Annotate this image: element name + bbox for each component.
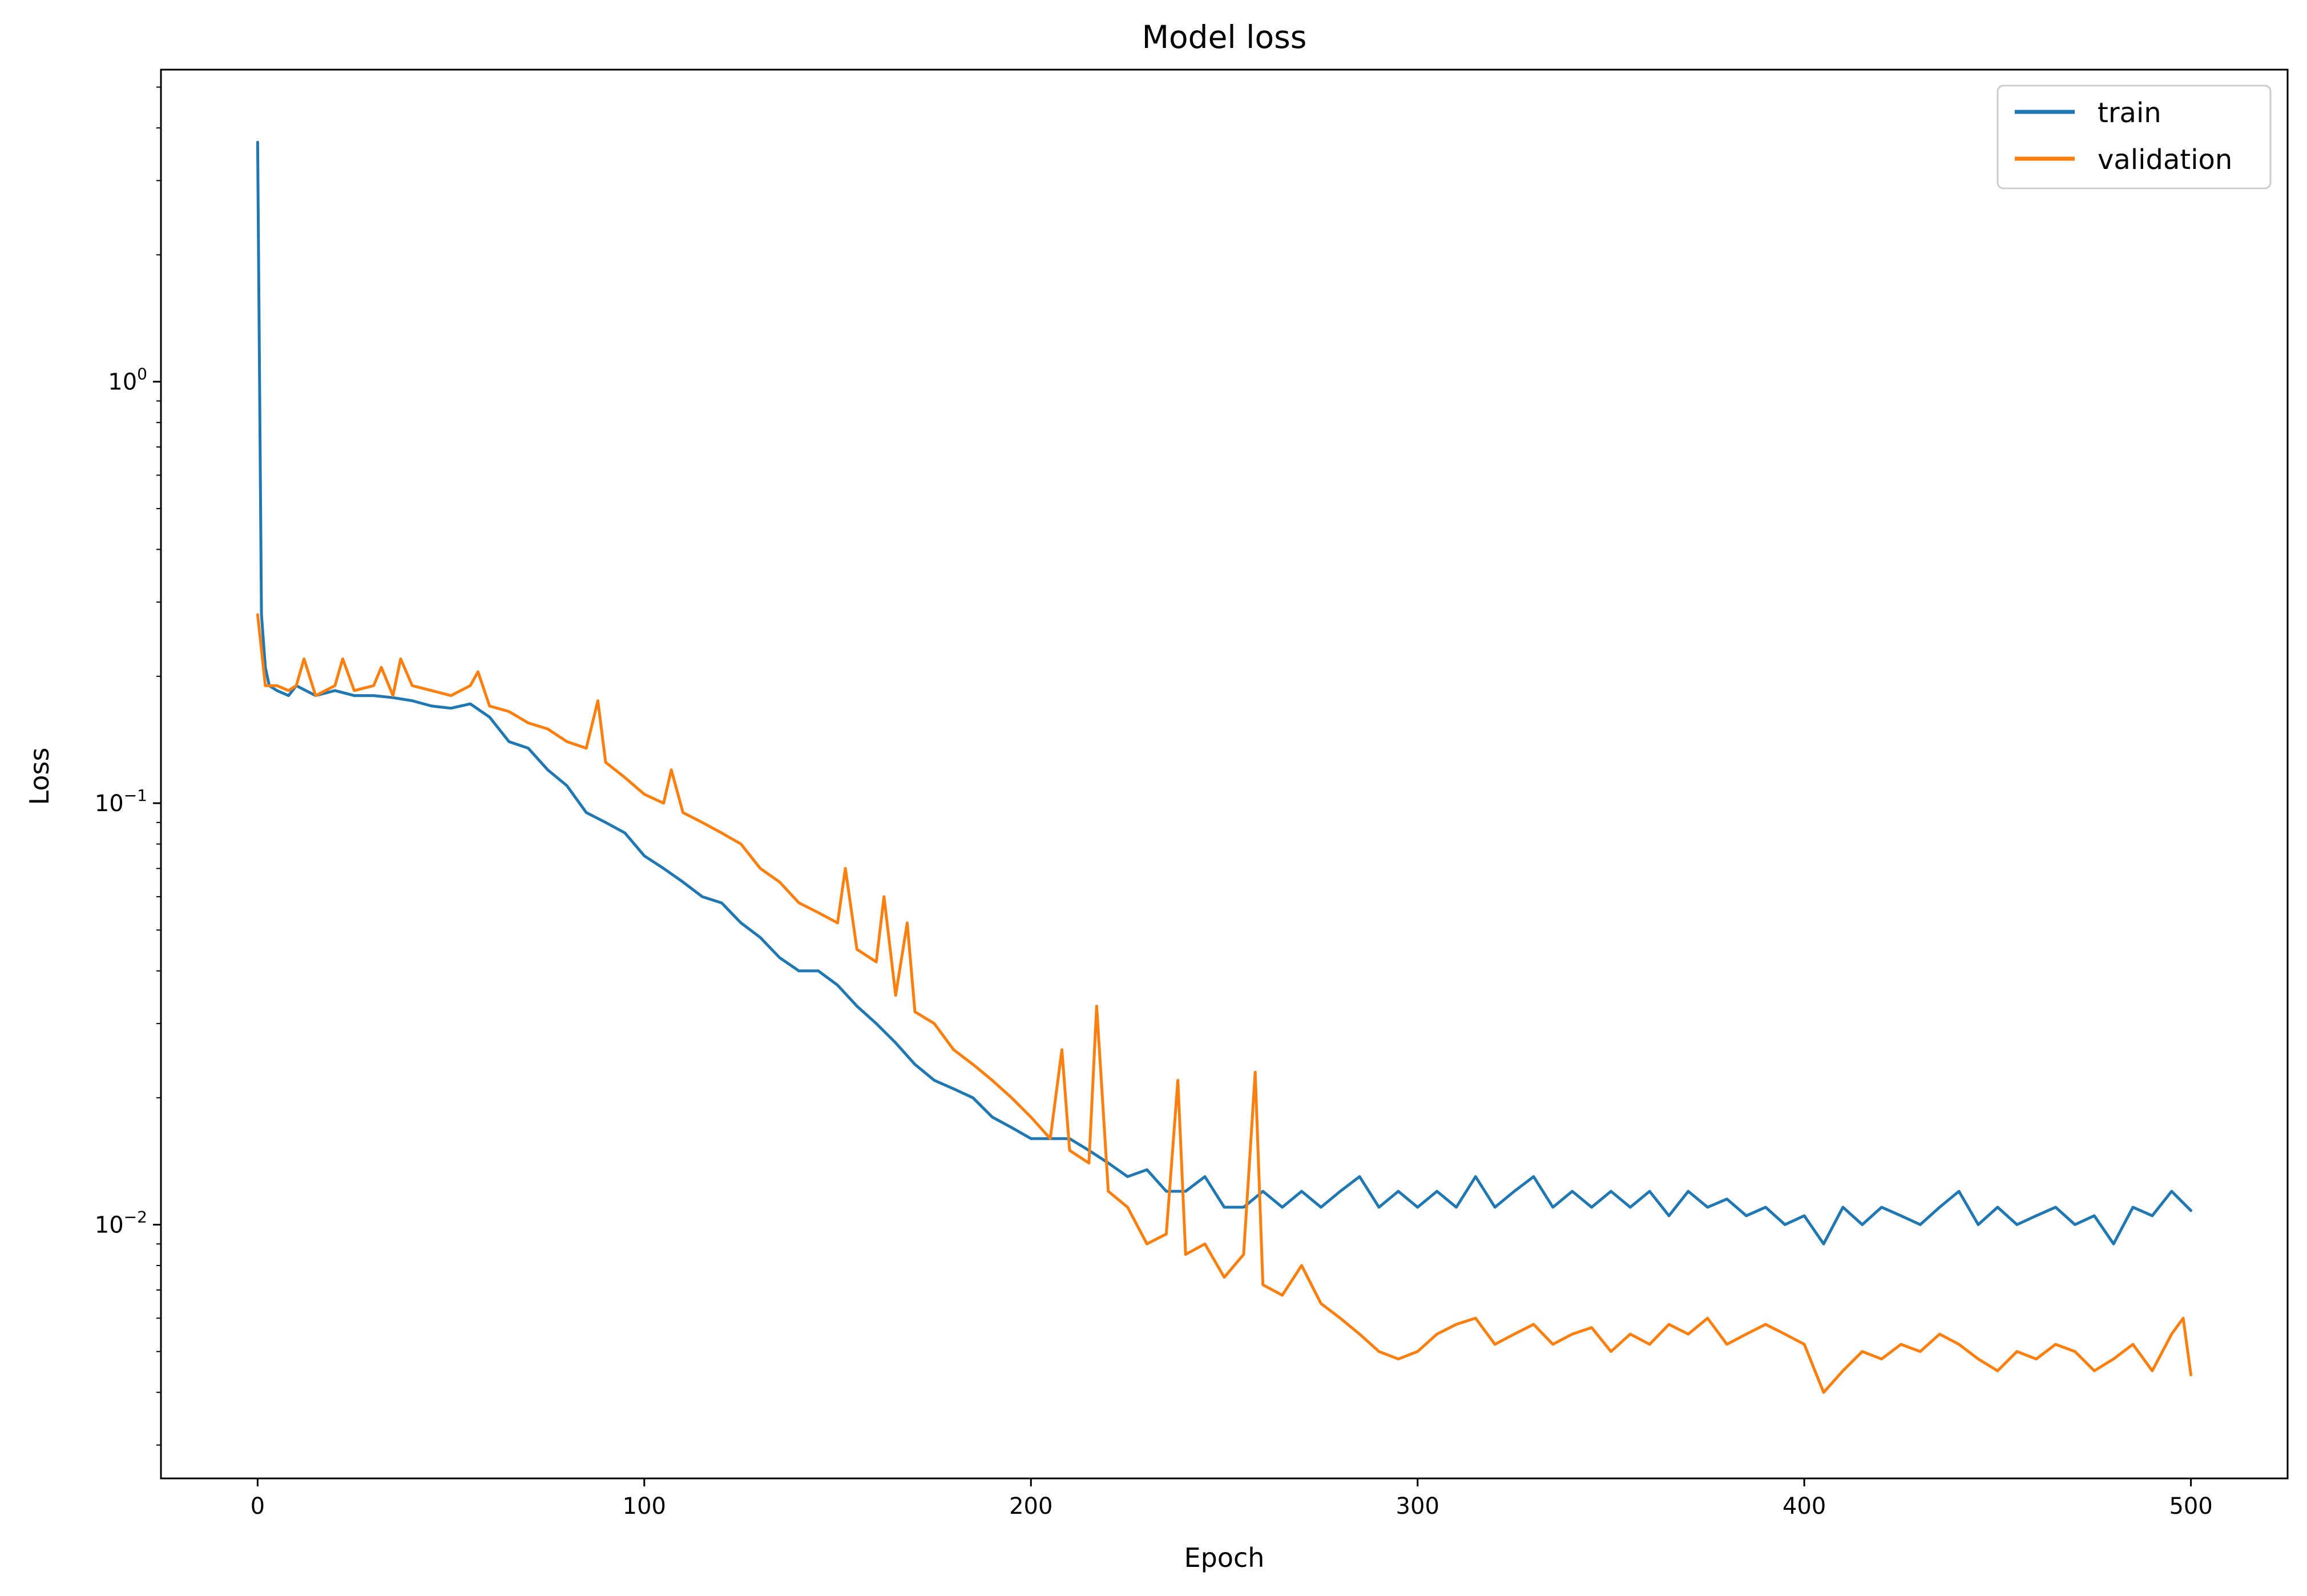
series-layer [256, 140, 2193, 1394]
plot-area [161, 70, 2288, 1478]
x-tick-label: 200 [1009, 1493, 1052, 1520]
series-line-validation [256, 613, 2193, 1394]
y-tick-label: 100 [108, 365, 147, 396]
x-tick-label: 0 [251, 1493, 265, 1520]
y-minor-ticks [156, 86, 161, 1446]
series-line-train [256, 140, 2193, 1246]
x-ticks: 0 100 200 300 400 500 [251, 1478, 2213, 1520]
y-axis-title: Loss [24, 748, 55, 805]
x-tick-label: 500 [2169, 1493, 2212, 1520]
y-tick-label: 10−2 [95, 1207, 147, 1238]
y-ticks: 100 10−1 10−2 [95, 365, 161, 1238]
x-axis-title: Epoch [1184, 1542, 1265, 1573]
legend: train validation [1997, 84, 2272, 190]
legend-label-train: train [2098, 97, 2161, 129]
x-tick-label: 100 [623, 1493, 666, 1520]
plot-frame [160, 68, 2289, 1480]
legend-label-validation: validation [2098, 144, 2232, 176]
chart-title: Model loss [1142, 19, 1307, 55]
y-tick-label: 10−1 [95, 786, 147, 817]
x-tick-label: 300 [1396, 1493, 1439, 1520]
x-tick-label: 400 [1782, 1493, 1826, 1520]
